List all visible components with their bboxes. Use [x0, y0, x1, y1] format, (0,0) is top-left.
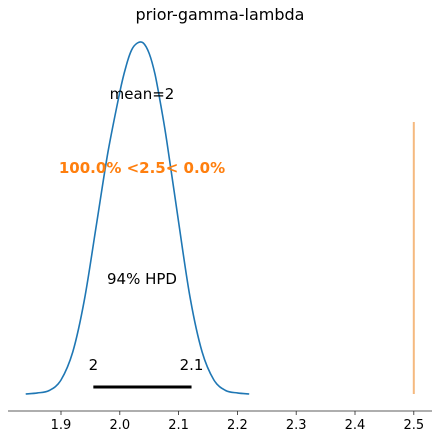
mean-label: mean=2	[110, 85, 175, 103]
x-tick-label: 1.9	[51, 418, 72, 433]
density-curve	[25, 41, 250, 395]
x-tick-label: 2.4	[345, 418, 366, 433]
x-tick-label: 2.2	[227, 418, 248, 433]
hpd-low-label: 2	[89, 356, 99, 374]
hpd-layer: 2 2.1	[89, 356, 204, 389]
curve-layer	[25, 41, 250, 395]
hpd-high-label: 2.1	[180, 356, 204, 374]
x-tick-label: 2.3	[286, 418, 307, 433]
x-tick-label: 2.1	[168, 418, 189, 433]
chart-title: prior-gamma-lambda	[136, 5, 305, 24]
hpd-label: 94% HPD	[107, 270, 177, 288]
reference-value-label: 100.0% <2.5< 0.0%	[59, 159, 225, 177]
x-axis-ticks: 1.9 2.0 2.1 2.2 2.3 2.4 2.5	[51, 411, 424, 433]
x-tick-label: 2.0	[109, 418, 130, 433]
x-tick-label: 2.5	[403, 418, 424, 433]
